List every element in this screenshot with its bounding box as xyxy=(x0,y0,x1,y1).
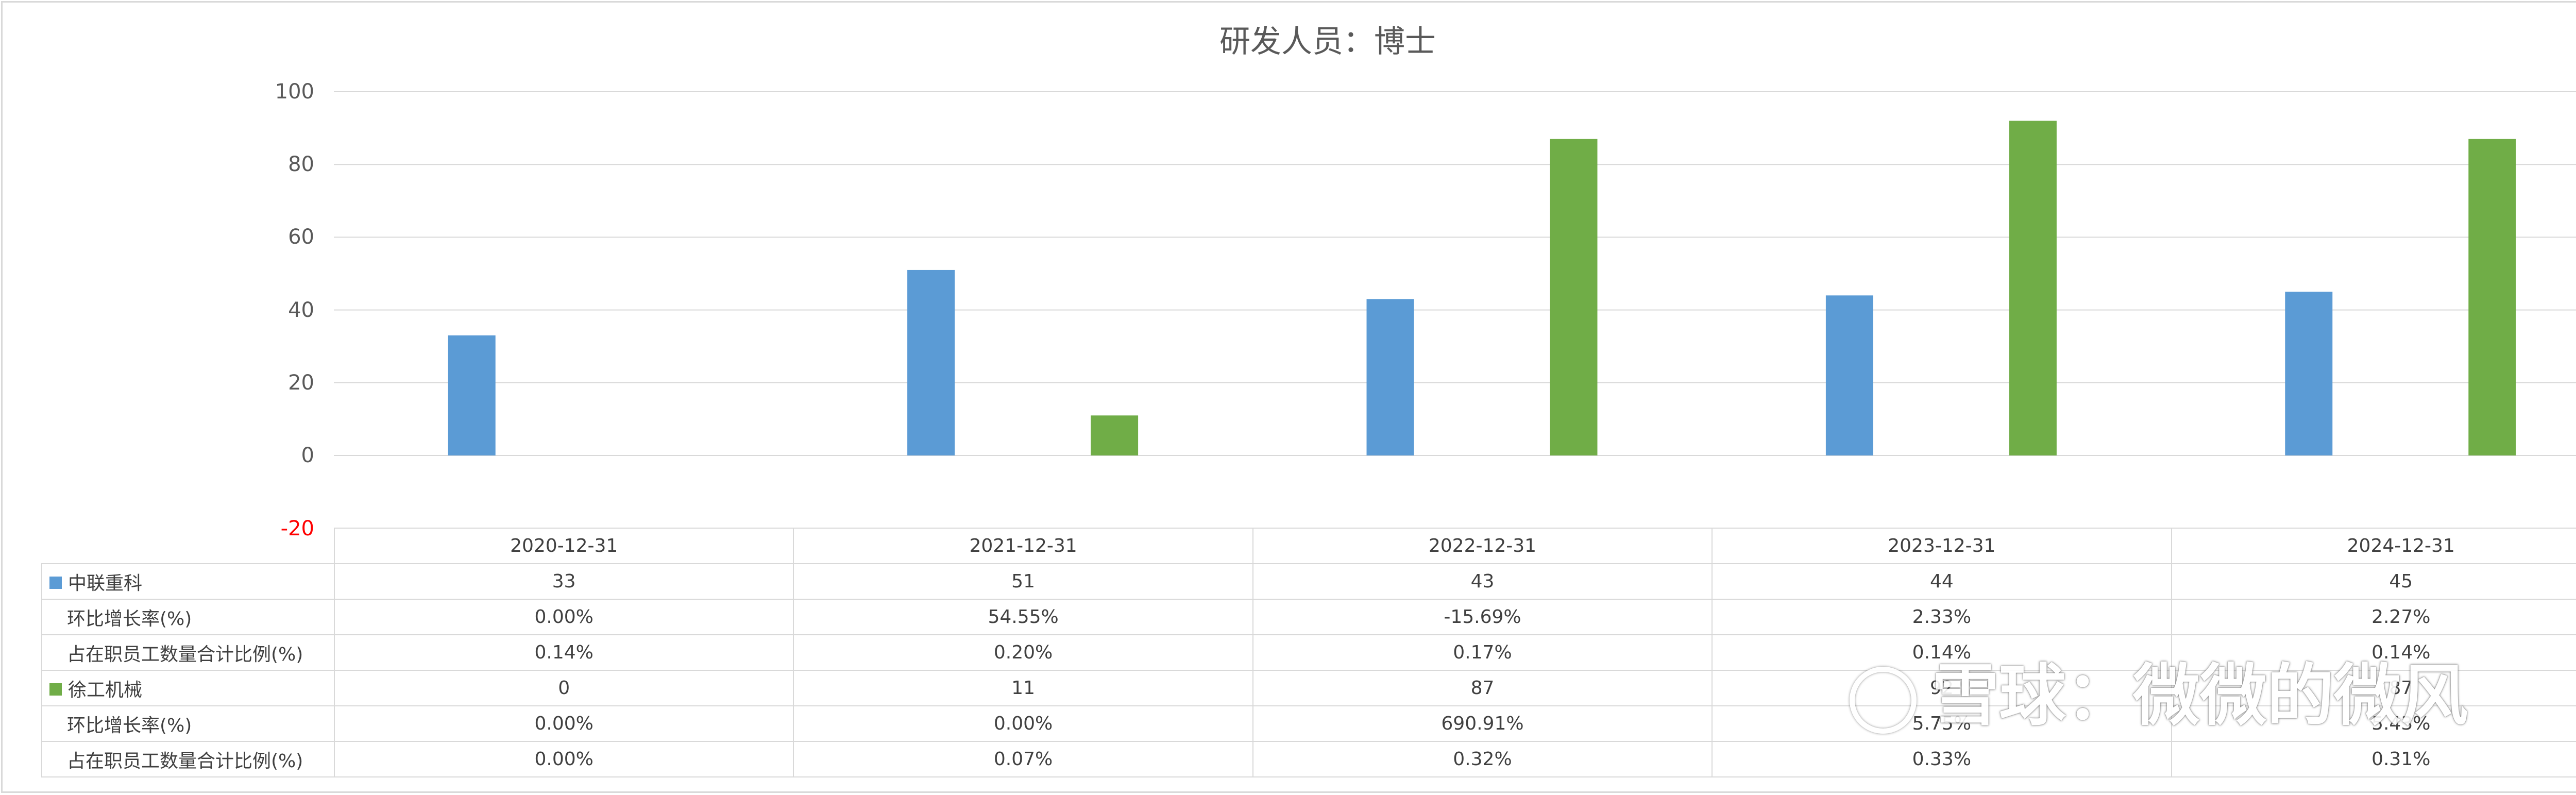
table-cell: 0.07% xyxy=(793,741,1253,777)
y-tick-label: 20 xyxy=(288,370,314,395)
table-cell: 51 xyxy=(793,563,1253,600)
x-category-label: 2023-12-31 xyxy=(1711,528,2172,564)
bar-zoomlion-2021-12-31 xyxy=(907,269,955,455)
table-row: 占在职员工数量合计比例(%) 0.00% 0.07% 0.32% 0.33% 0.31% xyxy=(41,741,2576,777)
bar-zoomlion-2024-12-31 xyxy=(2285,292,2333,455)
bar-zoomlion-2023-12-31 xyxy=(1825,295,1873,455)
x-category-label: 2020-12-31 xyxy=(333,528,794,564)
bar-zoomlion-2022-12-31 xyxy=(1366,299,1414,455)
table-cell: 0.14% xyxy=(333,634,794,671)
table-cell: 45 xyxy=(2171,563,2576,600)
y-tick-label: -20 xyxy=(280,517,314,540)
table-cell: 0.17% xyxy=(1252,634,1713,671)
table-cell: 5.75% xyxy=(1711,705,2172,742)
bar-zoomlion-2020-12-31 xyxy=(448,335,496,455)
table-cell: 0.20% xyxy=(793,634,1253,671)
table-cell: 92 xyxy=(1711,670,2172,706)
row-label: 环比增长率(%) xyxy=(41,705,335,742)
series-legend-label: 徐工机械 xyxy=(41,670,335,706)
row-label: 占在职员工数量合计比例(%) xyxy=(41,634,335,671)
table-cell: 2.33% xyxy=(1711,599,2172,635)
table-row: 环比增长率(%) 0.00% 0.00% 690.91% 5.75% 5.43% xyxy=(41,705,2576,742)
row-label-text: 占在职员工数量合计比例(%) xyxy=(67,644,303,665)
table-cell: 0.00% xyxy=(793,705,1253,742)
row-label: 环比增长率(%) xyxy=(41,599,335,635)
table-cell: 0.32% xyxy=(1252,741,1713,777)
legend-swatch xyxy=(49,576,62,589)
table-cell: 44 xyxy=(1711,563,2172,600)
table-cell: 43 xyxy=(1252,563,1713,600)
table-cell: 2.27% xyxy=(2171,599,2576,635)
table-cell: 87 xyxy=(1252,670,1713,706)
table-cell: 5.43% xyxy=(2171,705,2576,742)
x-category-label: 2022-12-31 xyxy=(1252,528,1713,564)
y-tick-label: 40 xyxy=(288,298,314,322)
row-label-text: 中联重科 xyxy=(68,572,143,594)
table-row: 环比增长率(%) 0.00% 54.55% -15.69% 2.33% 2.27% xyxy=(41,599,2576,635)
row-label-text: 环比增长率(%) xyxy=(67,608,192,630)
x-category-label: 2021-12-31 xyxy=(793,528,1253,564)
table-row: 徐工机械 0 11 87 92 87 xyxy=(41,670,2576,706)
y-tick-label: 60 xyxy=(288,225,314,249)
row-label-text: 徐工机械 xyxy=(68,679,143,701)
table-cell: 0 xyxy=(333,670,794,706)
table-cell: 690.91% xyxy=(1252,705,1713,742)
x-category-label: 2024-12-31 xyxy=(2171,528,2576,564)
table-header-row: 2020-12-31 2021-12-31 2022-12-31 2023-12-31… xyxy=(42,528,2576,564)
snowball-logo-icon xyxy=(1850,667,1917,734)
row-label-text: 环比增长率(%) xyxy=(67,715,192,736)
watermark: 雪球：微微的微风 xyxy=(1850,657,2468,734)
table-row: 占在职员工数量合计比例(%) 0.14% 0.20% 0.17% 0.14% 0.14% xyxy=(41,634,2576,671)
bar-xcmg-2022-12-31 xyxy=(1550,139,1598,455)
watermark-text: 雪球：微微的微风 xyxy=(1932,656,2468,735)
table-cell: 0.14% xyxy=(2171,634,2576,671)
table-cell: 33 xyxy=(333,563,794,600)
table-cell: 54.55% xyxy=(793,599,1253,635)
table-cell: 11 xyxy=(793,670,1253,706)
data-table: 2020-12-31 2021-12-31 2022-12-31 2023-12-31… xyxy=(41,528,2576,777)
y-tick-label: 100 xyxy=(275,80,314,104)
table-cell: 0.14% xyxy=(1711,634,2172,671)
bar-xcmg-2023-12-31 xyxy=(2009,121,2057,456)
table-cell: 0.31% xyxy=(2171,741,2576,777)
legend-swatch xyxy=(49,683,62,696)
table-cell: 0.00% xyxy=(333,741,794,777)
table-cell: 0.00% xyxy=(333,599,794,635)
bar-xcmg-2024-12-31 xyxy=(2468,139,2516,455)
y-tick-label: 0 xyxy=(301,444,314,467)
row-label: 占在职员工数量合计比例(%) xyxy=(41,741,335,777)
table-cell: 0.00% xyxy=(333,705,794,742)
table-cell: 0.33% xyxy=(1711,741,2172,777)
series-legend-label: 中联重科 xyxy=(41,563,335,600)
table-cell: 87 xyxy=(2171,670,2576,706)
y-tick-label: 80 xyxy=(288,153,314,177)
table-cell: -15.69% xyxy=(1252,599,1713,635)
row-label-text: 占在职员工数量合计比例(%) xyxy=(67,750,303,772)
chart-title: 研发人员：博士 xyxy=(1219,24,1436,60)
table-row: 中联重科 33 51 43 44 45 xyxy=(41,563,2576,600)
bar-xcmg-2021-12-31 xyxy=(1091,415,1139,455)
